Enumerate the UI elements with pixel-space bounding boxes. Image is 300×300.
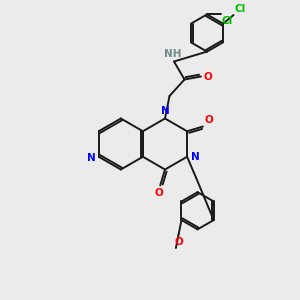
- Text: Cl: Cl: [221, 16, 233, 26]
- Text: N: N: [191, 152, 200, 162]
- Text: O: O: [203, 71, 212, 82]
- Text: NH: NH: [164, 49, 181, 59]
- Text: N: N: [161, 106, 170, 116]
- Text: N: N: [87, 153, 96, 163]
- Text: Cl: Cl: [234, 4, 246, 14]
- Text: O: O: [174, 237, 183, 247]
- Text: O: O: [204, 115, 213, 125]
- Text: O: O: [154, 188, 163, 198]
